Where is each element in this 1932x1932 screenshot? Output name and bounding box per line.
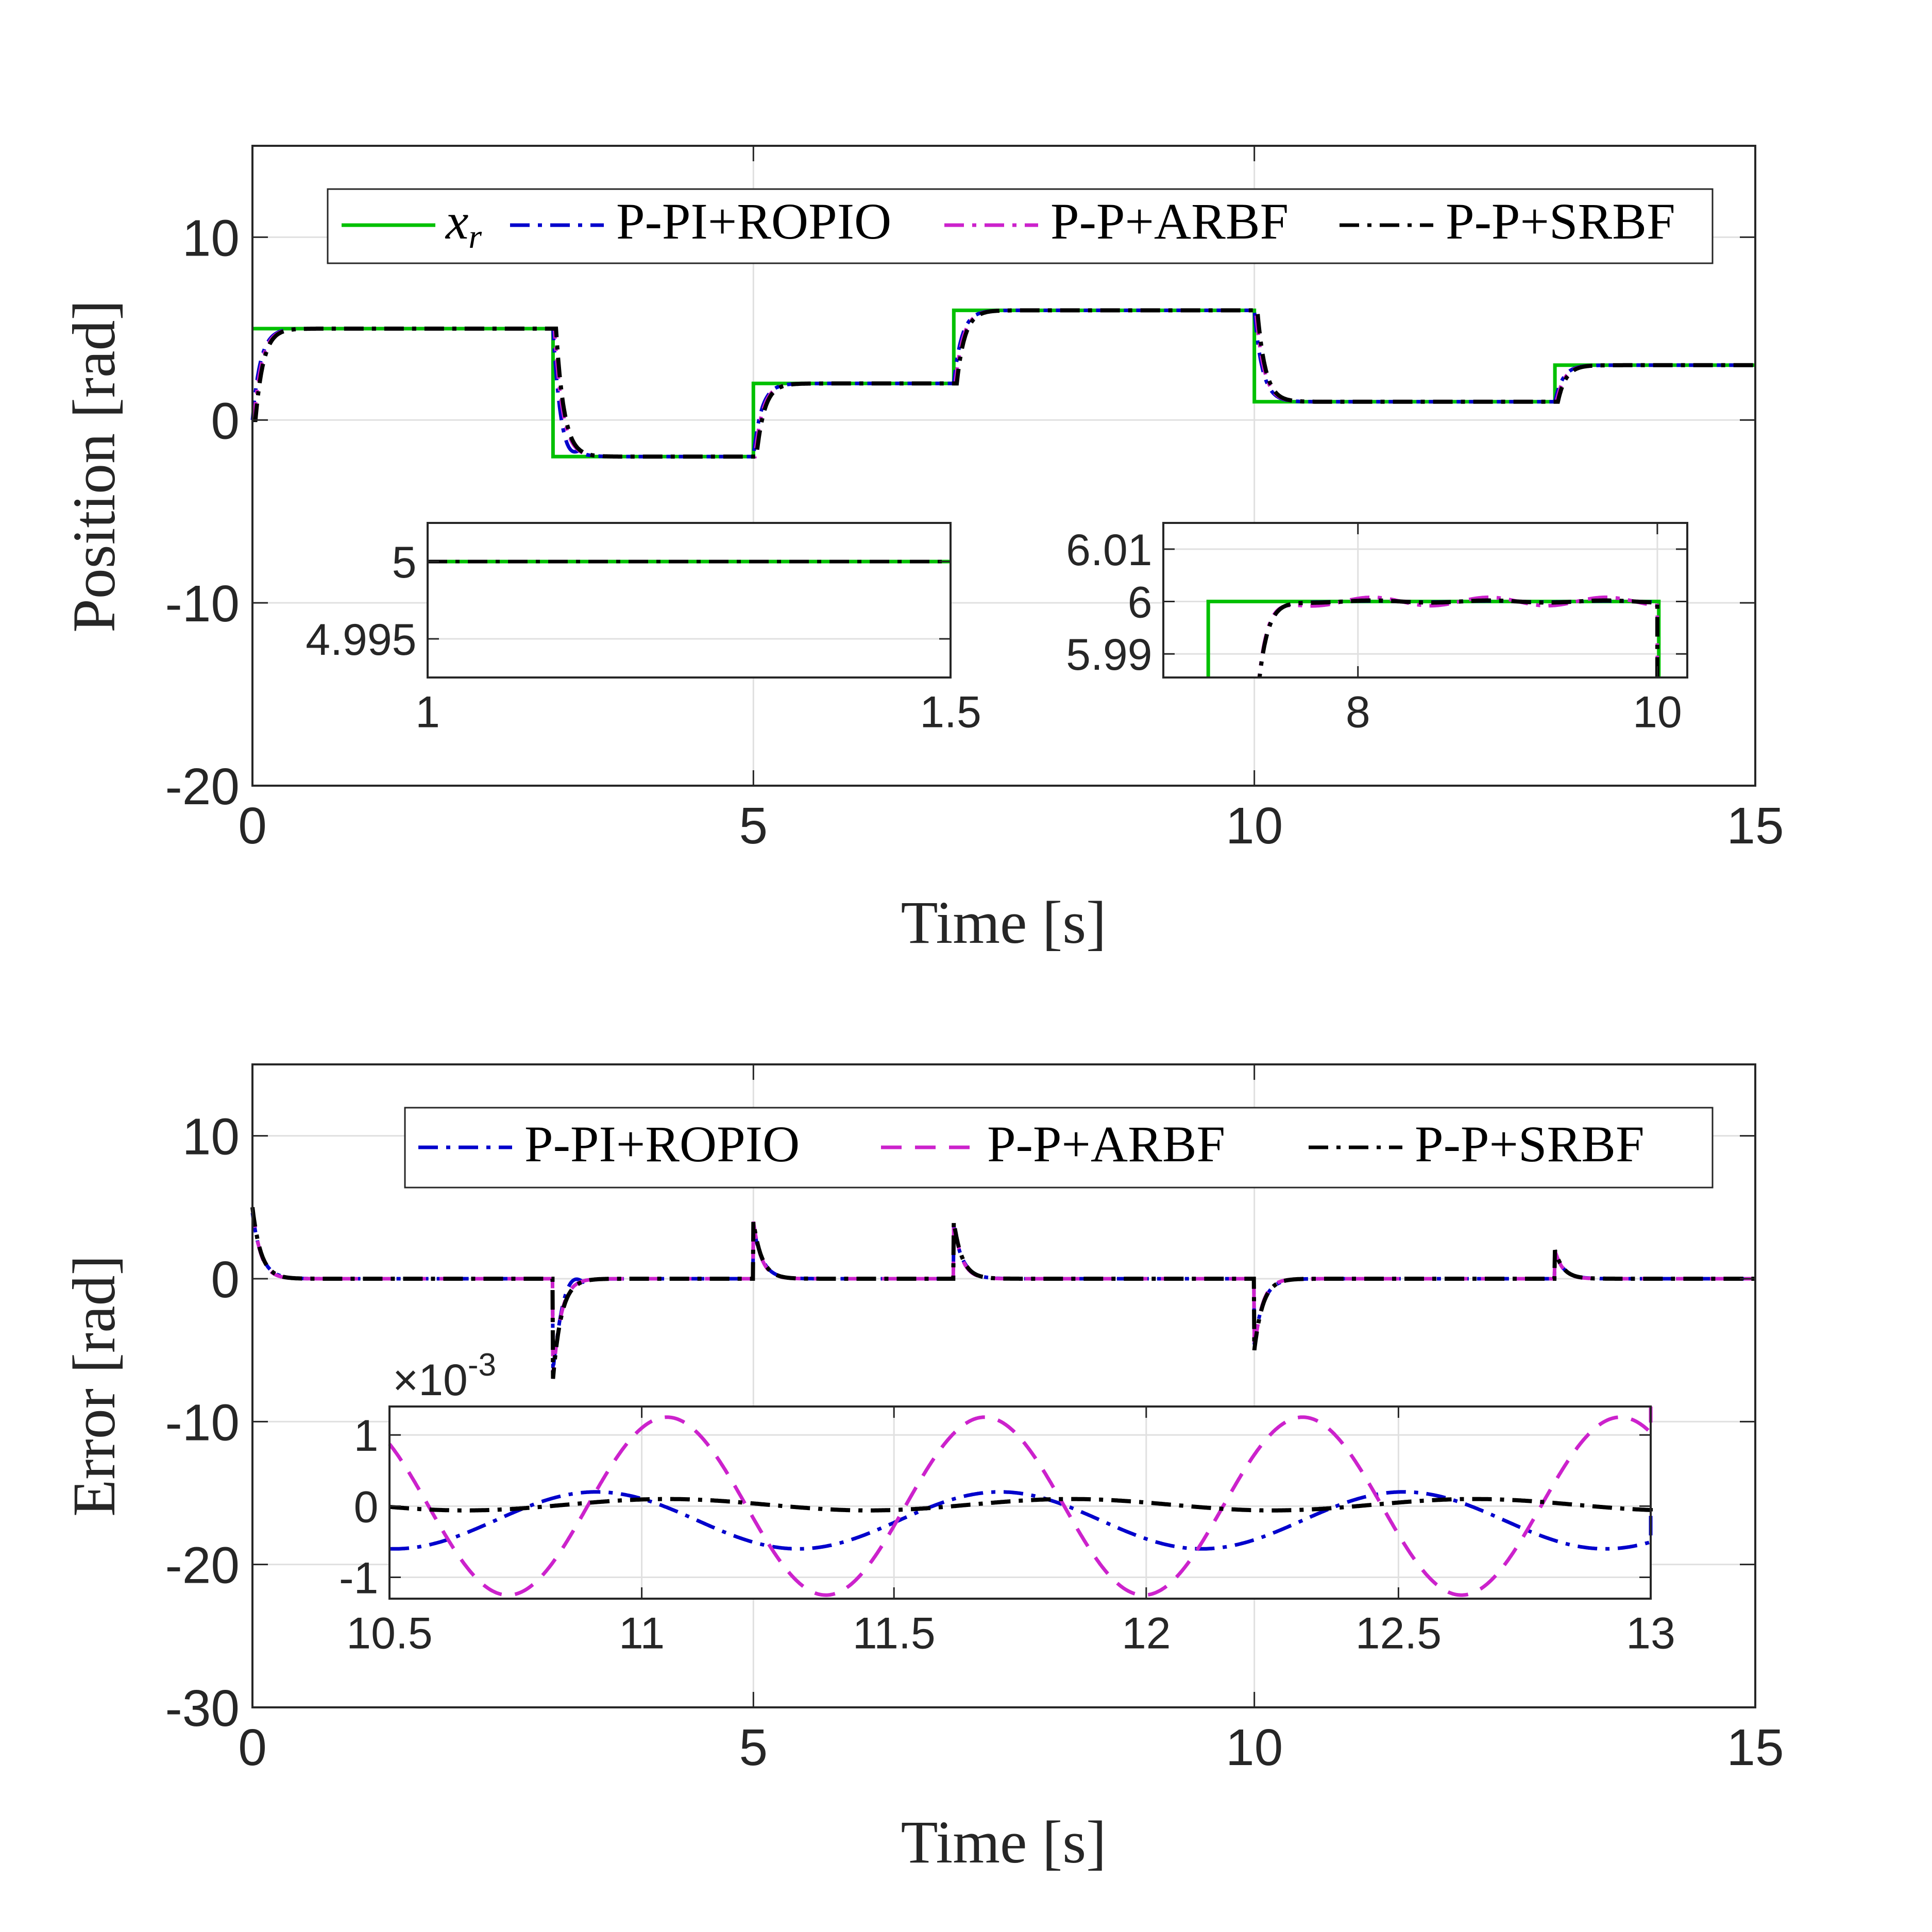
- error-xlabel: Time [s]: [901, 1808, 1107, 1876]
- inset1-xtick-label: 1: [415, 687, 440, 737]
- error-ytick-label: 0: [211, 1251, 240, 1309]
- error-series-p-p-srbf: [250, 1207, 1755, 1379]
- position-xtick-label: 15: [1726, 797, 1784, 855]
- inset3-series-p-p-arbf: [388, 1406, 1653, 1597]
- legend-label-srbf: P-P+SRBF: [1446, 193, 1675, 250]
- error-xtick-label: 5: [739, 1719, 768, 1776]
- inset3-xtick-label: 12.5: [1355, 1608, 1442, 1658]
- inset1-axes-box: [427, 522, 952, 679]
- inset2-xtick-label: 8: [1346, 687, 1370, 737]
- position-inset-1: 1 1.5 5 4.995: [306, 522, 981, 737]
- error-inset-scale-label: ×10-3: [393, 1347, 496, 1405]
- error-inset: 10.5 11 11.5 12 12.5 13 1 0 -1 ×10-3: [339, 1347, 1675, 1658]
- position-legend: xr P-PI+ROPIO P-P+ARBF P-P+SRBF: [327, 188, 1714, 264]
- inset3-ytick-label: 1: [354, 1411, 379, 1461]
- inset3-series-p-p-srbf: [389, 1497, 1653, 1514]
- inset1-xtick-label: 1.5: [920, 687, 981, 737]
- inset2-xtick-label: 10: [1633, 687, 1682, 737]
- inset3-gridlines: [388, 1406, 1652, 1599]
- position-xtick-label: 10: [1226, 797, 1283, 855]
- position-axes-box: [251, 145, 1756, 787]
- error-xtick-label: 10: [1226, 1719, 1283, 1776]
- position-series-p-p-srbf: [252, 308, 1755, 459]
- legend-label-ropio: P-PI+ROPIO: [616, 193, 891, 250]
- inset3-xtick-label: 12: [1122, 1608, 1171, 1658]
- inset3-xtick-label: 11: [619, 1608, 665, 1658]
- inset2-lines: [1206, 595, 1661, 677]
- position-series-p-pi-ropio: [250, 308, 1755, 459]
- inset3-axes-box: [388, 1405, 1652, 1600]
- legend-label-arbf-error: P-P+ARBF: [987, 1115, 1225, 1173]
- inset3-ytick-label: -1: [339, 1554, 378, 1603]
- inset2-ytick-label: 5.99: [1066, 630, 1152, 680]
- error-legend: P-PI+ROPIO P-P+ARBF P-P+SRBF: [404, 1107, 1714, 1189]
- position-ylabel: Position [rad]: [60, 300, 128, 633]
- inset2-series-srbf: [1257, 598, 1659, 677]
- inset3-lines: [388, 1406, 1653, 1597]
- legend-label-arbf: P-P+ARBF: [1050, 193, 1289, 250]
- inset3-xtick-label: 11.5: [853, 1608, 936, 1658]
- error-ytick-label: -20: [165, 1537, 240, 1595]
- position-lines: [250, 308, 1755, 459]
- error-axes-box: [251, 1063, 1756, 1708]
- inset1-ytick-label: 5: [392, 538, 417, 587]
- legend-label-ropio-error: P-PI+ROPIO: [524, 1115, 800, 1173]
- inset2-clip: [1206, 595, 1661, 677]
- position-ytick-label: 0: [211, 392, 240, 450]
- position-xlabel: Time [s]: [901, 889, 1107, 956]
- error-legend-box: [404, 1107, 1714, 1189]
- inset3-ticks: 10.5 11 11.5 12 12.5 13 1 0 -1: [339, 1406, 1675, 1658]
- inset2-ytick-label: 6.01: [1066, 526, 1152, 575]
- position-ytick-label: 10: [182, 209, 240, 267]
- position-xtick-label: 0: [238, 797, 267, 855]
- error-ytick-label: -10: [165, 1394, 240, 1451]
- inset3-xtick-label: 10.5: [346, 1608, 432, 1658]
- position-ytick-label: -20: [165, 758, 240, 816]
- inset2-series-xr: [1206, 600, 1661, 677]
- position-xtick-label: 5: [739, 797, 768, 855]
- inset1-ticks: 1 1.5 5 4.995: [306, 523, 981, 737]
- inset3-ytick-label: 0: [354, 1482, 379, 1532]
- legend-label-srbf-error: P-P+SRBF: [1415, 1115, 1645, 1173]
- inset1-ytick-label: 4.995: [306, 615, 416, 665]
- inset3-series-p-pi-ropio: [389, 1490, 1653, 1551]
- error-ylabel: Error [rad]: [60, 1255, 128, 1517]
- error-xtick-label: 15: [1726, 1719, 1784, 1776]
- error-ytick-label: 10: [182, 1108, 240, 1166]
- error-ytick-label: -30: [165, 1680, 240, 1737]
- error-xtick-label: 0: [238, 1719, 267, 1776]
- inset3-xtick-label: 13: [1626, 1608, 1675, 1658]
- error-lines: [250, 1207, 1755, 1379]
- position-ytick-label: -10: [165, 575, 240, 633]
- inset2-axes-box: [1162, 522, 1688, 679]
- inset2-ytick-label: 6: [1128, 578, 1153, 628]
